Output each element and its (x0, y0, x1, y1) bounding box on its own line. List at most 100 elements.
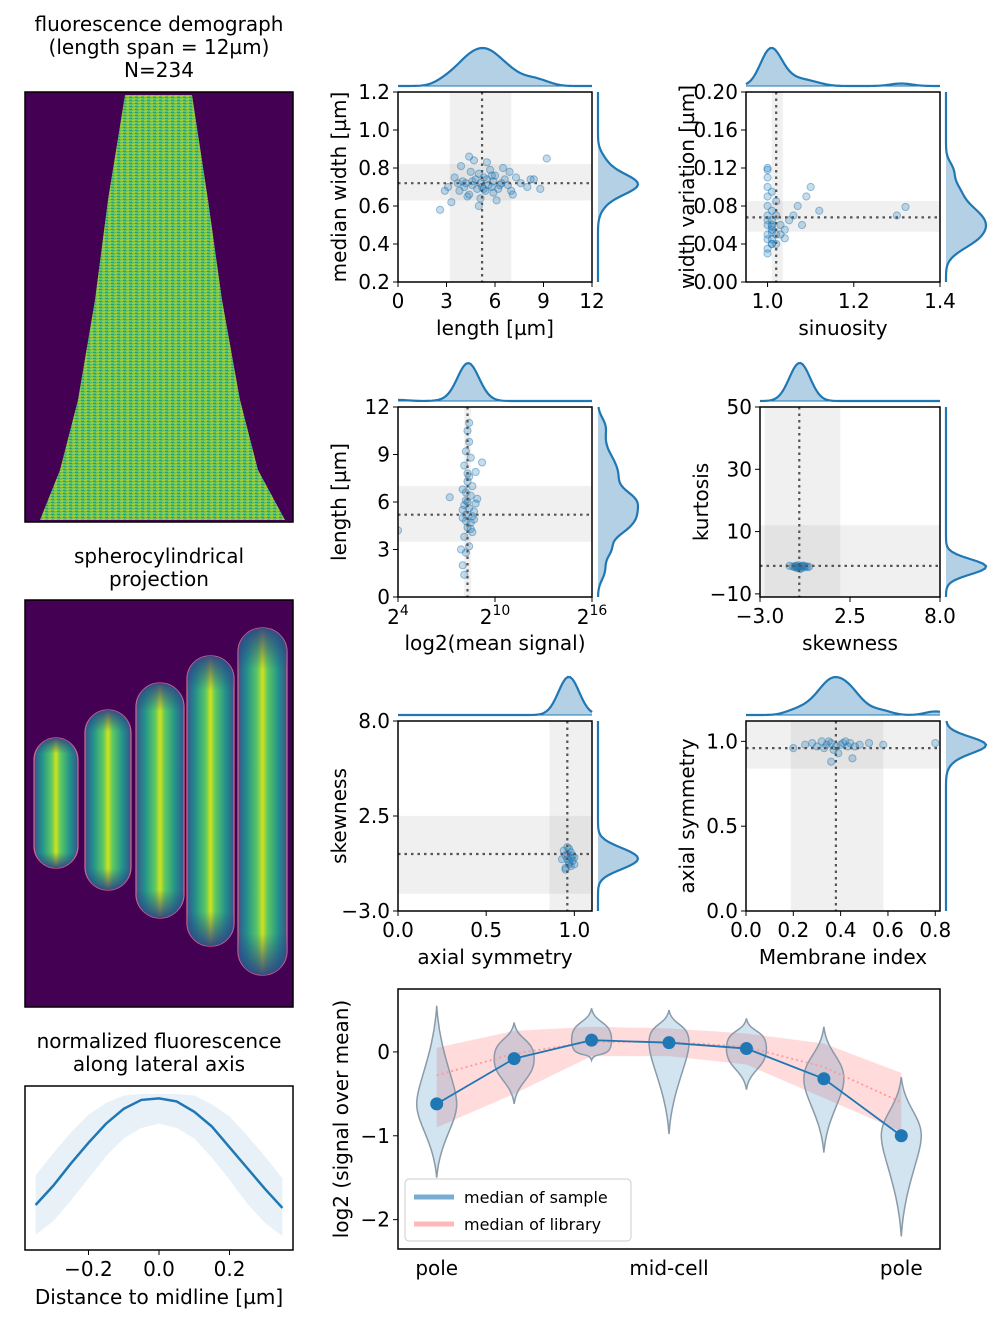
kurtosis_vs_skewness-ylabel: kurtosis (689, 463, 713, 541)
axial_vs_membrane-top-marginal-fill (746, 677, 940, 715)
length_vs_signal-xtick-label: 24 (387, 603, 409, 629)
width_vs_length-point (523, 182, 532, 192)
width_vs_length-ytick-label: 1.2 (358, 80, 390, 104)
width_vs_length-plot-area (398, 92, 592, 282)
length_vs_signal-xlabel: log2(mean signal) (404, 631, 585, 655)
projected-cell-4-fade (187, 656, 234, 946)
width_vs_length-point (435, 205, 445, 214)
width_vs_length-point (490, 171, 500, 180)
widthvar_vs_sinuosity-point (806, 182, 815, 192)
width_vs_length-point (466, 167, 475, 176)
widthvar_vs_sinuosity-panel: 1.0 1.2 1.4 0.00 0.04 0.08 0.12 0.16 0.20 sinuosi… (675, 46, 988, 340)
kurtosis_vs_skewness-top-marginal-fill (760, 363, 940, 401)
width_vs_length-point (526, 175, 535, 184)
widthvar_vs_sinuosity-ytick-label: 0.20 (693, 80, 738, 104)
kurtosis_vs_skewness-panel: −3.0 2.5 8.0 −10 10 30 50 skewness kurtosis (689, 361, 988, 655)
length_vs_signal-point (458, 505, 467, 515)
length_vs_signal-ytick-label: 0 (377, 585, 390, 609)
widthvar_vs_sinuosity-point (815, 206, 824, 215)
axial_profile-sample-median-point (739, 1042, 753, 1056)
axial_vs_membrane-panel: 0.0 0.2 0.4 0.6 0.8 0.0 0.5 1.0 Membrane index ax… (675, 675, 988, 969)
width_vs_length-xtick-label: 6 (489, 289, 502, 313)
length_vs_signal-point (445, 493, 454, 502)
lateral_profile-band (35, 1094, 283, 1237)
width_vs_length-xtick-label: 12 (579, 289, 604, 313)
axial_vs_membrane-xtick-label: 0.4 (825, 918, 857, 942)
skewness_vs_axial-iqr-band-x (549, 721, 592, 911)
length_vs_signal-iqr-band-x (464, 407, 471, 597)
axial_profile-sample-median-point (430, 1097, 444, 1111)
length_vs_signal-plot-area (398, 407, 592, 597)
length_vs_signal-point (466, 453, 475, 462)
length_vs_signal-point (460, 570, 469, 579)
width_vs_length-point (450, 173, 459, 182)
axial_vs_membrane-point (817, 737, 826, 746)
widthvar_vs_sinuosity-point (892, 211, 901, 220)
length_vs_signal-point (477, 458, 487, 467)
lateral-title-line-1: normalized fluorescence (37, 1029, 282, 1053)
widthvar_vs_sinuosity-frame (745, 91, 941, 283)
lateral_profile-xtick-label: 0.0 (143, 1257, 175, 1281)
length_vs_signal-ytick-label: 12 (365, 395, 390, 419)
projection-panel: spherocylindrical projection (24, 544, 294, 1008)
axial_profile-legend-box (404, 1178, 632, 1242)
length_vs_signal-point (466, 491, 475, 500)
length_vs_signal-point (461, 488, 470, 497)
widthvar_vs_sinuosity-xtick-label: 1.0 (752, 289, 784, 313)
width_vs_length-point (455, 186, 464, 195)
widthvar_vs_sinuosity-point (763, 220, 772, 230)
widthvar_vs_sinuosity-point (763, 230, 772, 239)
kurtosis_vs_skewness-ytick-label: 30 (727, 457, 752, 481)
length_vs_signal-ytick-label: 6 (377, 490, 390, 514)
axial_vs_membrane-point (836, 740, 845, 749)
width_vs_length-point (487, 171, 496, 180)
lateral_profile-panel: −0.2 0.0 0.2 Distance to midline [µm] (24, 1085, 294, 1309)
widthvar_vs_sinuosity-point (901, 202, 910, 212)
width_vs_length-point (460, 182, 469, 192)
axial_profile-sample-median-point (585, 1033, 599, 1047)
length_vs_signal-ylabel: length [µm] (327, 443, 351, 561)
skewness_vs_axial-point (568, 856, 577, 866)
widthvar_vs_sinuosity-point (767, 187, 776, 196)
widthvar_vs_sinuosity-point (763, 173, 772, 182)
axial_profile-sample-median-point (507, 1052, 521, 1066)
skewness_vs_axial-xtick-label: 0.5 (470, 918, 502, 942)
width_vs_length-point (542, 154, 551, 163)
axial_vs_membrane-right-marginal-fill (946, 721, 986, 911)
axial_vs_membrane-plot-area (746, 721, 940, 911)
projected-cell-1-fade (34, 738, 78, 868)
length_vs_signal-top-marginal-kde (397, 361, 592, 403)
projected-cell-3-fade (136, 683, 184, 918)
length_vs_signal-ytick-label: 9 (377, 443, 390, 467)
width_vs_length-ytick-label: 1.0 (358, 118, 390, 142)
axial_profile-violin (415, 1005, 458, 1178)
length_vs_signal-point (466, 518, 475, 527)
widthvar_vs_sinuosity-plot-area (746, 92, 940, 282)
axial_vs_membrane-ylabel: axial symmetry (675, 738, 699, 893)
widthvar_vs_sinuosity-ytick-label: 0.08 (693, 194, 738, 218)
axial_profile-sample-median-point (894, 1129, 908, 1143)
width_vs_length-point (508, 190, 517, 199)
axial_vs_membrane-point (808, 738, 817, 748)
kurtosis_vs_skewness-iqr-band-x (764, 407, 841, 597)
width_vs_length-point (482, 175, 492, 184)
width_vs_length-ylabel: median width [µm] (327, 92, 351, 283)
axial_profile-violin (803, 1026, 845, 1153)
axial_vs_membrane-point (824, 737, 833, 746)
width_vs_length-point (489, 188, 498, 197)
width_vs_length-point (492, 196, 501, 205)
width_vs_length-iqr-band-x (449, 92, 512, 282)
widthvar_vs_sinuosity-point (763, 165, 772, 174)
axial_vs_membrane-point (931, 738, 940, 748)
kurtosis_vs_skewness-xlabel: skewness (802, 631, 898, 655)
length_vs_signal-xtick-label: 210 (480, 603, 511, 629)
length_vs_signal-point (458, 485, 467, 494)
width_vs_length-xtick-label: 3 (440, 289, 453, 313)
axial_vs_membrane-xtick-label: 0.6 (872, 918, 904, 942)
demograph-shade (40, 95, 285, 520)
widthvar_vs_sinuosity-point (767, 235, 776, 244)
width_vs_length-point (536, 184, 545, 193)
width_vs_length-point (469, 156, 479, 165)
widthvar_vs_sinuosity-iqr-band-x (771, 92, 783, 282)
length_vs_signal-panel: 24 210 216 0 3 6 9 12 log2(mean signal) length [µ… (327, 361, 640, 655)
